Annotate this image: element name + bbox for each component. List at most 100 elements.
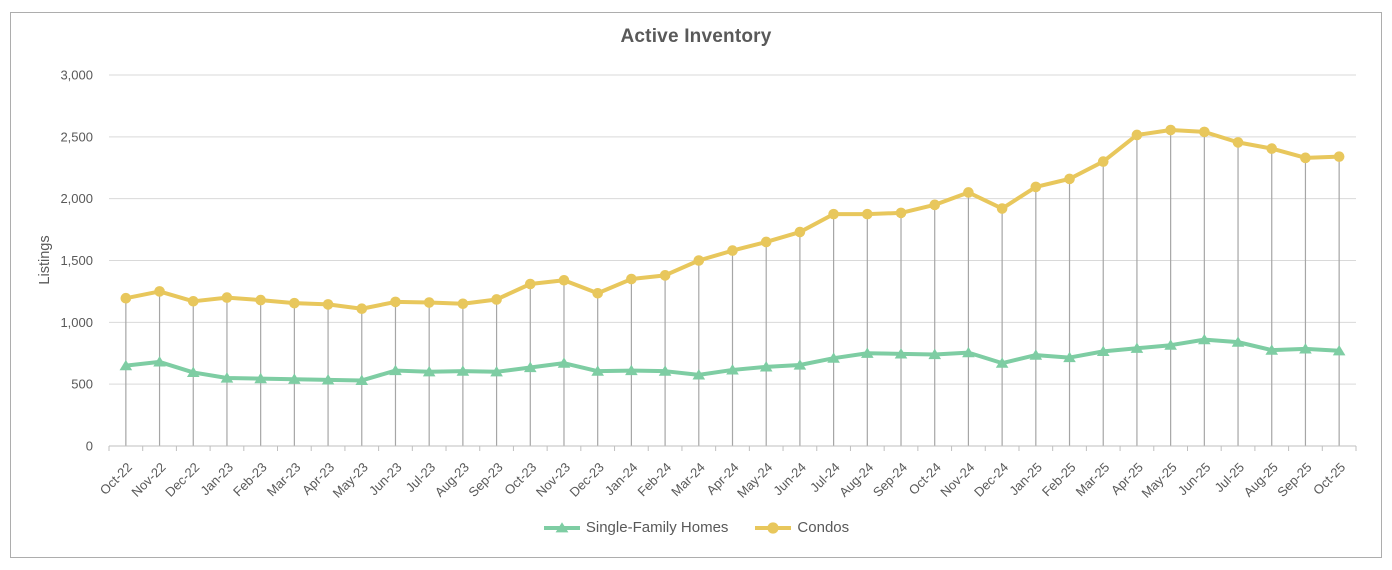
condos-marker xyxy=(1064,173,1075,185)
condos-marker xyxy=(963,187,974,198)
condos-marker xyxy=(862,208,873,220)
x-tick-label: Feb-25 xyxy=(1039,460,1079,500)
condos-marker xyxy=(187,296,199,307)
single-family-homes-marker xyxy=(456,365,470,376)
condos-marker xyxy=(895,207,907,219)
legend-circle-sample xyxy=(767,521,780,534)
single-family-homes-marker xyxy=(793,359,807,370)
condos-marker xyxy=(457,298,469,310)
x-tick-label: Feb-23 xyxy=(230,460,270,500)
condos-marker xyxy=(1199,126,1210,138)
single-family-homes-marker xyxy=(422,366,436,377)
x-tick-label: Feb-24 xyxy=(634,460,674,500)
single-family-homes-marker xyxy=(692,369,706,380)
condos-marker xyxy=(356,303,368,315)
single-family-homes-marker xyxy=(1198,333,1211,345)
x-tick-label: Mar-24 xyxy=(668,460,708,500)
condos-marker xyxy=(1300,152,1311,164)
condos-marker xyxy=(1131,129,1143,141)
x-tick-label: Mar-25 xyxy=(1073,460,1113,500)
x-tick-label: Jun-23 xyxy=(366,460,405,499)
single-family-homes-marker xyxy=(962,346,975,358)
single-family-homes-marker xyxy=(658,365,672,376)
condos-marker xyxy=(693,255,705,266)
x-tick-label: Nov-23 xyxy=(533,460,573,500)
single-family-homes-marker xyxy=(1063,351,1076,363)
condos-marker xyxy=(1165,124,1176,136)
single-family-homes-marker xyxy=(557,357,571,368)
single-family-homes-marker xyxy=(591,365,604,376)
single-family-homes-marker xyxy=(1130,342,1144,353)
single-family-homes-marker xyxy=(726,364,739,375)
single-family-homes-marker xyxy=(894,348,908,359)
x-tick-label: Nov-24 xyxy=(937,460,977,500)
x-tick-label: Nov-22 xyxy=(128,460,168,500)
condos-marker xyxy=(727,245,738,256)
x-tick-label: May-23 xyxy=(330,460,371,501)
single-family-homes-marker xyxy=(321,374,335,385)
x-tick-label: Oct-23 xyxy=(501,460,539,498)
condos-marker xyxy=(1266,143,1278,154)
condos-marker xyxy=(255,294,266,306)
single-family-homes-marker xyxy=(759,361,773,372)
single-family-homes-marker xyxy=(827,352,840,363)
x-tick-label: Dec-24 xyxy=(971,460,1011,500)
legend-item-single-family-homes: Single-Family Homes xyxy=(543,519,729,536)
condos-marker xyxy=(592,287,603,299)
y-tick-label: 3,000 xyxy=(60,68,93,83)
x-tick-label: Sep-23 xyxy=(465,460,505,500)
y-tick-label: 1,500 xyxy=(60,253,93,268)
condos-marker xyxy=(1030,181,1042,193)
x-tick-label: Dec-23 xyxy=(567,460,607,500)
y-tick-label: 500 xyxy=(71,377,93,392)
x-tick-label: Jun-25 xyxy=(1175,460,1214,499)
x-tick-label: Oct-24 xyxy=(906,460,944,498)
x-tick-label: Sep-25 xyxy=(1274,460,1314,500)
legend-item-condos: Condos xyxy=(754,519,849,536)
x-tick-label: Jan-25 xyxy=(1006,460,1045,499)
x-tick-label: Sep-24 xyxy=(870,460,910,500)
condos-marker xyxy=(996,203,1008,214)
x-tick-label: Jun-24 xyxy=(770,460,809,499)
single-family-homes-marker xyxy=(928,348,942,360)
single-family-homes-marker xyxy=(1265,344,1279,355)
line-circle-marker-icon xyxy=(755,521,792,534)
x-tick-label: Aug-24 xyxy=(836,460,876,500)
chart-frame xyxy=(10,12,1382,558)
single-family-homes-marker xyxy=(490,366,503,377)
x-tick-label: Mar-23 xyxy=(264,460,304,500)
x-tick-label: May-25 xyxy=(1138,460,1179,501)
single-family-homes-marker xyxy=(1029,349,1043,360)
condos-marker xyxy=(423,297,435,308)
condos-marker xyxy=(1097,156,1109,167)
condos-marker xyxy=(626,273,637,285)
single-family-homes-marker xyxy=(355,374,369,386)
single-family-homes-marker xyxy=(288,373,301,384)
single-family-homes-marker xyxy=(625,364,638,376)
y-tick-label: 2,500 xyxy=(60,129,93,144)
condos-marker xyxy=(659,270,671,281)
condos-marker xyxy=(221,292,233,303)
condos-marker xyxy=(491,294,502,305)
condos-marker xyxy=(390,296,401,308)
condos-marker xyxy=(794,226,806,238)
legend-label-single-family-homes: Single-Family Homes xyxy=(585,519,729,536)
condos-marker xyxy=(1333,151,1345,162)
condos-marker xyxy=(524,278,536,290)
condos-marker xyxy=(322,299,334,310)
x-tick-label: Jan-23 xyxy=(197,460,236,499)
condos-marker xyxy=(154,286,165,297)
single-family-homes-marker xyxy=(995,357,1009,368)
x-tick-label: Oct-22 xyxy=(97,460,135,498)
condos-marker xyxy=(828,208,839,220)
single-family-homes-marker xyxy=(220,372,234,383)
single-family-homes-marker xyxy=(523,361,537,373)
condos-marker xyxy=(929,199,941,211)
single-family-homes-marker xyxy=(1231,336,1245,347)
single-family-homes-marker xyxy=(1096,345,1110,356)
condos-marker xyxy=(120,292,132,304)
legend-triangle-sample xyxy=(555,521,569,532)
single-family-homes-marker xyxy=(254,372,267,384)
